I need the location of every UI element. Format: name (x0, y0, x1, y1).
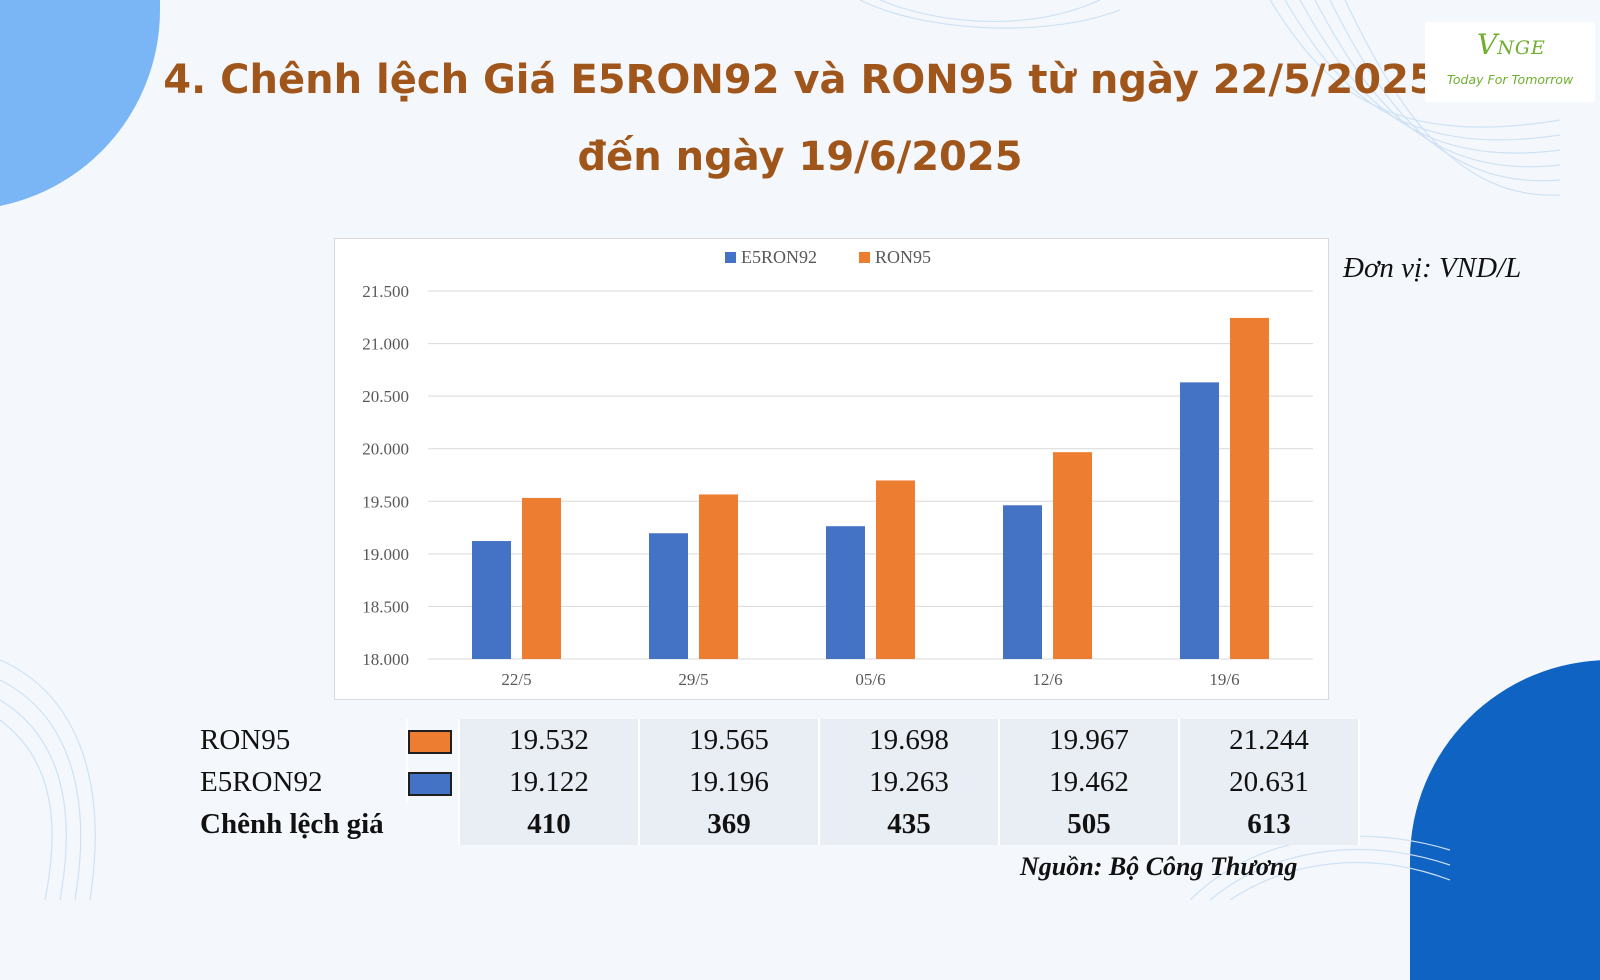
table-cell: 19.698 (819, 719, 1000, 761)
bar-ron95-19-6 (1230, 317, 1269, 659)
row-label-e5ron92: E5RON92 (200, 761, 408, 803)
table-cell: 613 (1179, 803, 1360, 845)
legend-swatch-e5ron92 (725, 252, 736, 263)
unit-label: Đơn vị: VND/L (1343, 252, 1522, 284)
page-title-line-2: đến ngày 19/6/2025 (577, 134, 1023, 180)
table-cell: 410 (459, 803, 640, 845)
source-note: Nguồn: Bộ Công Thương (1020, 852, 1298, 881)
bar-ron95-05-6 (876, 480, 915, 659)
y-tick-label: 18.000 (362, 650, 409, 669)
table-cell: 19.462 (999, 761, 1180, 803)
decorative-waves-top (860, 0, 1120, 29)
legend-swatch-ron95 (859, 252, 870, 263)
logo-tagline: Today For Tomorrow (1446, 72, 1574, 87)
bar-chart-svg: 18.000 18.500 19.000 19.500 20.000 20.500 21.0… (362, 247, 1313, 689)
table-cell: 369 (639, 803, 820, 845)
x-tick-label: 22/5 (501, 670, 531, 689)
table-cell: 435 (819, 803, 1000, 845)
y-tick-label: 19.000 (362, 545, 409, 564)
bar-e5ron92-19-6 (1180, 382, 1219, 659)
table-cell: 19.565 (639, 719, 820, 761)
bar-e5ron92-29-5 (649, 533, 688, 659)
bar-e5ron92-05-6 (826, 526, 865, 659)
table-row-e5ron92: E5RON92 19.122 19.196 19.263 19.462 20.6… (200, 761, 1360, 803)
table-row-price-difference: Chênh lệch giá 410 369 435 505 613 (200, 803, 1360, 845)
decorative-waves-top-right (1269, 0, 1560, 196)
row-label-price-difference: Chênh lệch giá (200, 803, 460, 845)
page-title-line-1: 4. Chênh lệch Giá E5RON92 và RON95 từ ng… (163, 57, 1437, 103)
bar-chart: 18.000 18.500 19.000 19.500 20.000 20.500 21.0… (334, 238, 1329, 700)
table-cell: 19.196 (639, 761, 820, 803)
e5ron92-swatch (408, 771, 452, 796)
table-cell: 21.244 (1179, 719, 1360, 761)
table-cell: 19.263 (819, 761, 1000, 803)
bar-ron95-12-6 (1053, 452, 1092, 659)
bar-e5ron92-22-5 (472, 541, 511, 659)
table-row-ron95: RON95 19.532 19.565 19.698 19.967 21.244 (200, 719, 1360, 761)
row-label-ron95: RON95 (200, 719, 408, 761)
legend-label-ron95: RON95 (875, 247, 931, 267)
x-tick-label: 19/6 (1209, 670, 1239, 689)
y-tick-label: 20.000 (362, 440, 409, 459)
logo-wordmark: VNGE (1477, 28, 1546, 61)
x-tick-label: 29/5 (678, 670, 708, 689)
decorative-blob-top-left (0, 0, 160, 210)
bar-ron95-22-5 (522, 497, 561, 659)
table-cell: 19.122 (459, 761, 640, 803)
x-tick-label: 12/6 (1032, 670, 1062, 689)
bar-ron95-29-5 (699, 494, 738, 659)
price-table: RON95 19.532 19.565 19.698 19.967 21.244… (200, 719, 1360, 845)
legend-label-e5ron92: E5RON92 (741, 247, 817, 267)
y-tick-label: 21.000 (362, 335, 409, 354)
y-tick-label: 19.500 (362, 492, 409, 511)
y-tick-label: 21.500 (362, 282, 409, 301)
table-cell: 20.631 (1179, 761, 1360, 803)
y-tick-label: 20.500 (362, 387, 409, 406)
bar-e5ron92-12-6 (1003, 505, 1042, 659)
x-tick-label: 05/6 (855, 670, 885, 689)
y-tick-label: 18.500 (362, 597, 409, 616)
decorative-waves-bottom-left (0, 659, 96, 900)
table-cell: 19.532 (459, 719, 640, 761)
table-cell: 19.967 (999, 719, 1180, 761)
table-cell: 505 (999, 803, 1180, 845)
ron95-swatch (408, 729, 452, 754)
vnge-logo: VNGE Today For Tomorrow (1425, 22, 1595, 102)
